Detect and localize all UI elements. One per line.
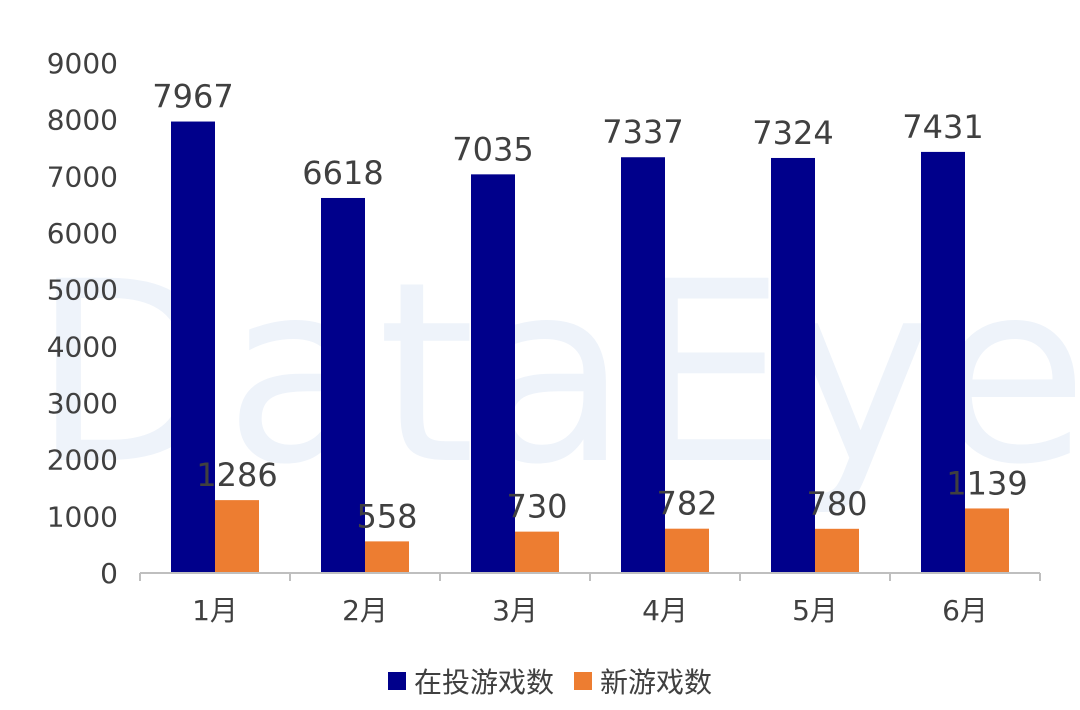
bar-new-games	[815, 528, 859, 573]
bar-active-games	[621, 157, 665, 573]
y-tick-label: 0	[100, 557, 118, 590]
legend: 在投游戏数 新游戏数	[388, 666, 712, 699]
y-tick-label: 9000	[47, 47, 118, 80]
legend-label-active-games: 在投游戏数	[414, 666, 554, 699]
y-tick-label: 3000	[47, 387, 118, 420]
data-label: 7035	[452, 130, 533, 168]
x-tick-label: 3月	[492, 594, 538, 627]
y-tick-label: 4000	[47, 330, 118, 363]
bar-new-games	[515, 531, 559, 573]
y-tick-label: 5000	[47, 274, 118, 307]
labels-layer: 0 1000 2000 3000 4000 5000 6000 7000 8000 9000 796…	[47, 47, 1028, 627]
axis-layer	[139, 572, 1041, 581]
bar-active-games	[771, 157, 815, 573]
bar-new-games	[215, 500, 259, 573]
y-tick-label: 2000	[47, 444, 118, 477]
bar-active-games	[321, 197, 365, 574]
data-label: 558	[356, 497, 417, 535]
bar-new-games	[965, 508, 1009, 573]
data-label: 782	[656, 485, 717, 523]
y-tick-label: 1000	[47, 500, 118, 533]
x-tick-label: 4月	[642, 594, 688, 627]
y-tick-label: 6000	[47, 217, 118, 250]
bar-active-games	[921, 151, 965, 573]
bar-new-games	[665, 528, 709, 573]
legend-swatch-new-games	[574, 672, 592, 690]
data-label: 730	[506, 488, 567, 526]
data-label: 7967	[152, 78, 233, 116]
data-label: 6618	[302, 154, 383, 192]
y-tick-label: 8000	[47, 104, 118, 137]
x-tick-label: 6月	[942, 594, 988, 627]
legend-swatch-active-games	[388, 672, 406, 690]
data-label: 1139	[946, 464, 1027, 502]
data-label: 7337	[602, 113, 683, 151]
x-tick-label: 2月	[342, 594, 388, 627]
bars-layer	[171, 121, 1009, 574]
data-label: 7324	[752, 114, 833, 152]
y-tick-label: 7000	[47, 160, 118, 193]
x-tick-label: 5月	[792, 594, 838, 627]
data-label: 1286	[196, 456, 277, 494]
bar-new-games	[365, 541, 409, 573]
bar-active-games	[171, 121, 215, 573]
data-label: 7431	[902, 108, 983, 146]
legend-label-new-games: 新游戏数	[600, 666, 712, 699]
data-label: 780	[806, 485, 867, 523]
bar-active-games	[471, 174, 515, 573]
x-tick-label: 1月	[192, 594, 238, 627]
